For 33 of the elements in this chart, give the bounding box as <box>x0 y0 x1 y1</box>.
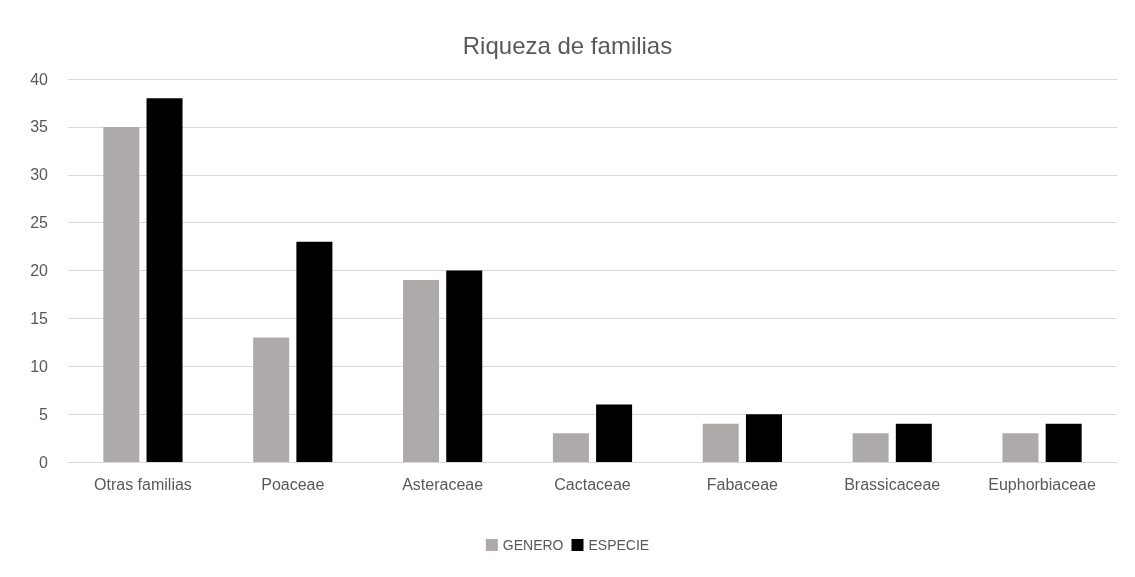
x-tick-label: Brassicaceae <box>844 475 941 493</box>
bar <box>1045 423 1082 462</box>
bar <box>745 414 782 462</box>
legend-label: ESPECIE <box>588 537 650 553</box>
y-tick-label: 10 <box>30 357 49 375</box>
y-tick-label: 5 <box>39 405 49 423</box>
bar <box>852 433 889 462</box>
y-tick-label: 20 <box>30 262 49 279</box>
x-tick-label: Fabaceae <box>706 475 779 493</box>
bar <box>103 126 140 462</box>
x-tick-label: Euphorbiaceae <box>988 475 1096 493</box>
bar <box>253 337 290 462</box>
bar <box>1002 433 1039 462</box>
y-tick-label: 35 <box>30 118 49 136</box>
bar <box>403 280 440 462</box>
bar <box>296 241 333 462</box>
y-tick-label: 40 <box>30 70 49 88</box>
y-tick-label: 30 <box>30 166 49 184</box>
y-tick-label: 15 <box>30 309 49 327</box>
x-tick-label: Cactaceae <box>554 475 631 493</box>
bar <box>552 433 589 462</box>
legend-label: GENERO <box>502 537 564 553</box>
bar <box>146 98 183 462</box>
bar <box>596 404 633 462</box>
y-tick-label: 0 <box>39 453 49 471</box>
y-tick-label: 25 <box>30 214 49 232</box>
chart-title: Riqueza de familias <box>462 31 673 59</box>
x-tick-label: Otras familias <box>94 475 192 493</box>
bar <box>702 423 739 462</box>
x-tick-label: Poaceae <box>261 475 325 493</box>
x-tick-label: Asteraceae <box>402 475 484 493</box>
bar <box>446 270 483 462</box>
bar <box>895 423 932 462</box>
